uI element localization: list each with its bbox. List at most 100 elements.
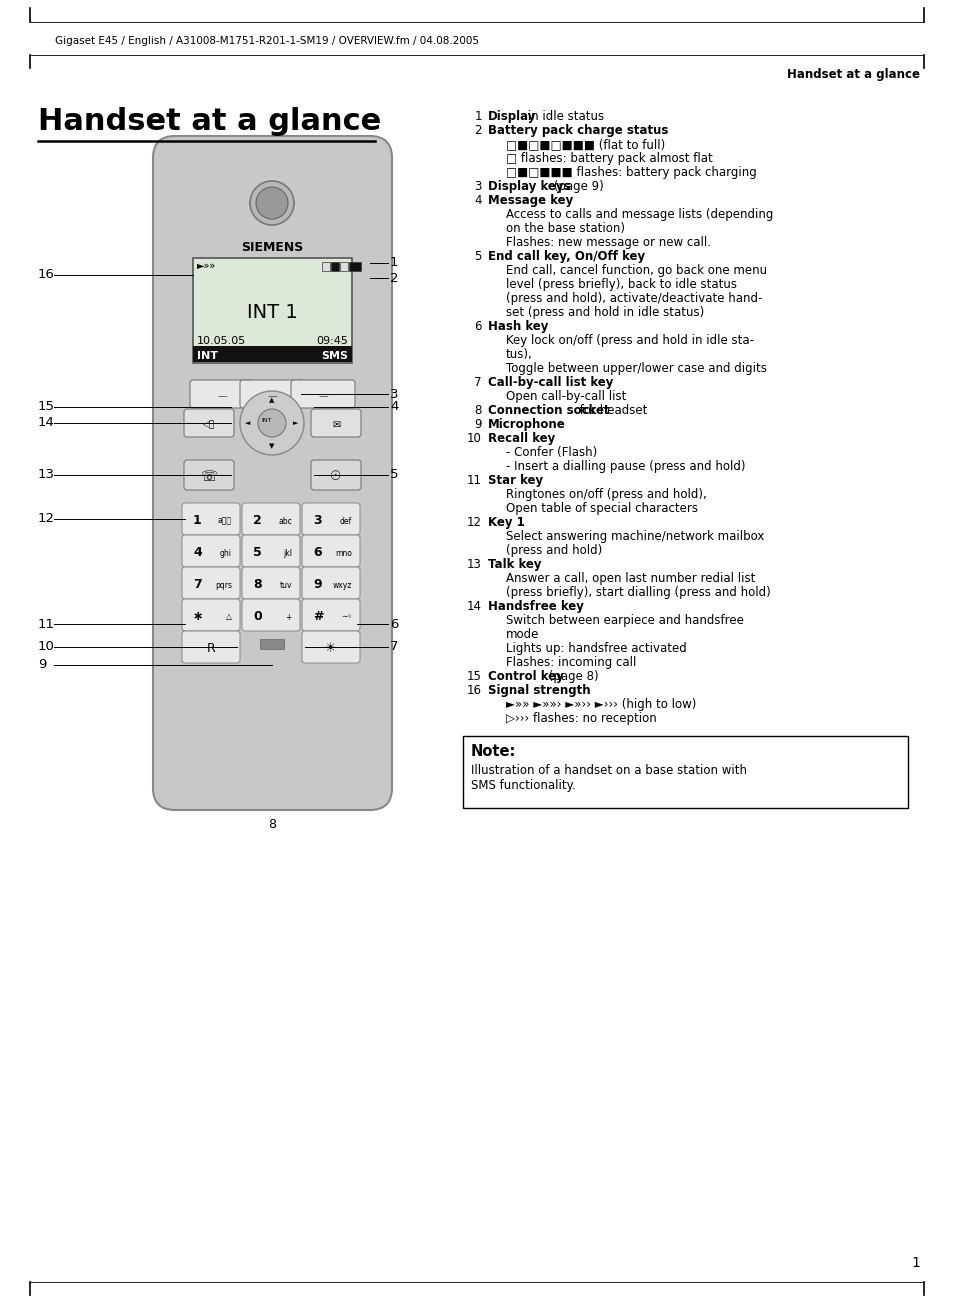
Text: Ringtones on/off (press and hold),: Ringtones on/off (press and hold), xyxy=(505,488,706,501)
FancyBboxPatch shape xyxy=(190,380,253,408)
Text: wxyz: wxyz xyxy=(333,580,352,589)
Text: Handset at a glance: Handset at a glance xyxy=(786,68,919,81)
Text: - Confer (Flash): - Confer (Flash) xyxy=(505,446,597,459)
Text: mode: mode xyxy=(505,627,538,640)
Text: Answer a call, open last number redial list: Answer a call, open last number redial l… xyxy=(505,572,755,586)
Text: ☏: ☏ xyxy=(200,471,217,484)
Circle shape xyxy=(240,391,304,455)
Text: Access to calls and message lists (depending: Access to calls and message lists (depen… xyxy=(505,208,773,221)
Text: End call, cancel function, go back one menu: End call, cancel function, go back one m… xyxy=(505,264,766,277)
Text: Control key: Control key xyxy=(488,670,563,684)
Text: ◁⧉: ◁⧉ xyxy=(203,421,214,430)
Text: Select answering machine/network mailbox: Select answering machine/network mailbox xyxy=(505,531,763,542)
Text: SMS: SMS xyxy=(320,352,348,361)
Text: □ flashes: battery pack almost flat: □ flashes: battery pack almost flat xyxy=(505,152,712,165)
Text: 5: 5 xyxy=(390,468,398,481)
Text: R: R xyxy=(207,643,215,656)
FancyBboxPatch shape xyxy=(242,503,299,535)
Text: jkl: jkl xyxy=(283,549,292,558)
Text: Open table of special characters: Open table of special characters xyxy=(505,502,698,515)
Text: Display keys: Display keys xyxy=(488,180,570,193)
Text: Key 1: Key 1 xyxy=(488,516,524,529)
Text: 1: 1 xyxy=(474,110,481,123)
Text: 12: 12 xyxy=(38,512,55,525)
Text: level (press briefly), back to idle status: level (press briefly), back to idle stat… xyxy=(505,278,737,291)
FancyBboxPatch shape xyxy=(242,535,299,567)
FancyBboxPatch shape xyxy=(302,599,359,631)
Text: Toggle between upper/lower case and digits: Toggle between upper/lower case and digi… xyxy=(505,362,766,375)
Text: 6: 6 xyxy=(390,617,398,630)
Text: 7: 7 xyxy=(193,579,201,592)
Text: on the base station): on the base station) xyxy=(505,222,624,235)
FancyBboxPatch shape xyxy=(184,460,233,490)
Text: Star key: Star key xyxy=(488,474,542,488)
Text: △: △ xyxy=(226,613,232,622)
Text: 13: 13 xyxy=(38,468,55,481)
Text: Illustration of a handset on a base station with
SMS functionality.: Illustration of a handset on a base stat… xyxy=(471,765,746,792)
Text: □■□■■■ flashes: battery pack charging: □■□■■■ flashes: battery pack charging xyxy=(505,166,756,179)
Bar xyxy=(462,736,907,808)
Text: ∼◦: ∼◦ xyxy=(341,613,352,622)
Text: 10.05.05: 10.05.05 xyxy=(196,336,246,346)
Text: 1: 1 xyxy=(390,256,398,269)
Text: Signal strength: Signal strength xyxy=(488,684,590,697)
Text: 11: 11 xyxy=(38,617,55,630)
Text: 9: 9 xyxy=(474,418,481,431)
Text: in idle status: in idle status xyxy=(524,110,604,123)
Text: 16: 16 xyxy=(467,684,481,697)
Text: 10: 10 xyxy=(38,640,55,654)
FancyBboxPatch shape xyxy=(182,567,240,599)
FancyBboxPatch shape xyxy=(182,535,240,567)
Text: Handset at a glance: Handset at a glance xyxy=(38,107,381,136)
Text: ☉: ☉ xyxy=(330,471,341,484)
Text: 5: 5 xyxy=(253,546,261,559)
Text: Connection socket: Connection socket xyxy=(488,404,609,417)
Text: 2: 2 xyxy=(253,515,261,528)
Text: 15: 15 xyxy=(467,670,481,684)
Text: 4: 4 xyxy=(390,400,398,413)
Text: Recall key: Recall key xyxy=(488,433,555,444)
Text: 2: 2 xyxy=(474,124,481,137)
Text: —: — xyxy=(317,391,328,401)
Text: def: def xyxy=(339,516,352,525)
Text: (press and hold): (press and hold) xyxy=(505,544,601,557)
Text: 5: 5 xyxy=(475,250,481,263)
Bar xyxy=(193,346,352,362)
Circle shape xyxy=(250,180,294,225)
Text: INT 1: INT 1 xyxy=(247,303,297,322)
Text: Talk key: Talk key xyxy=(488,558,541,571)
Text: Message key: Message key xyxy=(488,193,573,207)
Text: ►: ► xyxy=(293,420,298,426)
Text: ☀: ☀ xyxy=(325,643,336,656)
Text: Flashes: new message or new call.: Flashes: new message or new call. xyxy=(505,237,710,250)
Text: 1: 1 xyxy=(193,515,201,528)
Circle shape xyxy=(255,187,288,220)
Text: ▷››› flashes: no reception: ▷››› flashes: no reception xyxy=(505,712,656,725)
Text: ◄: ◄ xyxy=(245,420,251,426)
Bar xyxy=(260,639,284,650)
FancyBboxPatch shape xyxy=(184,409,233,437)
Bar xyxy=(339,261,348,271)
Text: 14: 14 xyxy=(467,600,481,613)
Text: (press and hold), activate/deactivate hand-: (press and hold), activate/deactivate ha… xyxy=(505,291,761,305)
Text: +: + xyxy=(285,613,292,622)
Text: Call-by-call list key: Call-by-call list key xyxy=(488,376,613,389)
Text: mno: mno xyxy=(335,549,352,558)
Text: 9: 9 xyxy=(313,579,321,592)
Text: 8: 8 xyxy=(253,579,261,592)
FancyBboxPatch shape xyxy=(242,567,299,599)
Text: 13: 13 xyxy=(467,558,481,571)
Text: (press briefly), start dialling (press and hold): (press briefly), start dialling (press a… xyxy=(505,586,770,599)
Text: 14: 14 xyxy=(38,417,55,430)
Text: 9: 9 xyxy=(38,659,47,672)
Text: 1: 1 xyxy=(910,1256,919,1270)
FancyBboxPatch shape xyxy=(302,503,359,535)
Text: Flashes: incoming call: Flashes: incoming call xyxy=(505,656,636,669)
Text: Lights up: handsfree activated: Lights up: handsfree activated xyxy=(505,642,686,655)
Text: Note:: Note: xyxy=(471,744,516,759)
Text: 8: 8 xyxy=(475,404,481,417)
Text: 10: 10 xyxy=(467,433,481,444)
FancyBboxPatch shape xyxy=(182,599,240,631)
Text: ►»» ►»»› ►»›› ►››› (high to low): ►»» ►»»› ►»›› ►››› (high to low) xyxy=(505,698,696,711)
Text: INT: INT xyxy=(196,352,218,361)
